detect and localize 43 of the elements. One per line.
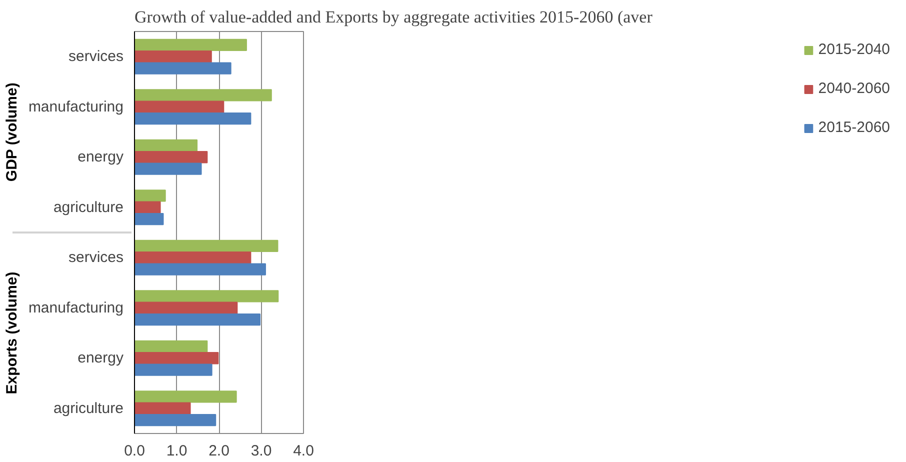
bar (134, 139, 198, 152)
bar (134, 390, 237, 403)
bar (134, 50, 212, 63)
text: Exports (volume) (3, 272, 20, 394)
bar (134, 414, 216, 426)
y-tick-label: energy (78, 350, 124, 367)
y-tick-label: energy (78, 148, 124, 166)
text: Growth of value-added and Exports by aggregate activities 2015-2060 (aver (134, 8, 653, 26)
legend-label: 2040-2060 (818, 80, 890, 97)
x-tick-label: 2.0 (208, 442, 230, 460)
bar (134, 302, 238, 314)
y-tick-label: manufacturing (28, 299, 124, 316)
x-tick-label: 1.0 (166, 442, 188, 460)
bar (134, 89, 272, 102)
bar (134, 38, 247, 51)
bar (134, 352, 219, 364)
bar (134, 364, 212, 376)
bar (134, 252, 252, 264)
y-tick-label: services (68, 249, 124, 266)
legend-label: 2015-2060 (818, 119, 890, 136)
bar (134, 201, 161, 214)
y-tick-label: agriculture (53, 400, 124, 417)
x-tick-label: 0.0 (124, 442, 145, 460)
bar (134, 402, 191, 414)
y-tick-label: manufacturing (28, 98, 124, 116)
y-tick-label: agriculture (53, 198, 124, 216)
bar (134, 190, 166, 202)
bar (134, 162, 202, 175)
y-tick-label: services (68, 48, 124, 66)
bar (134, 112, 252, 125)
x-tick-label: 4.0 (293, 442, 314, 460)
bar (134, 62, 232, 74)
bar (134, 240, 278, 252)
text: GDP (volume) (3, 82, 20, 182)
bar (134, 151, 208, 164)
bar (134, 340, 208, 352)
legend-label: 2015-2040 (818, 41, 890, 58)
bar (134, 100, 224, 113)
bar (134, 314, 260, 326)
bar (134, 290, 279, 302)
bar (134, 263, 266, 276)
x-tick-label: 3.0 (250, 442, 272, 460)
bar (134, 213, 164, 226)
